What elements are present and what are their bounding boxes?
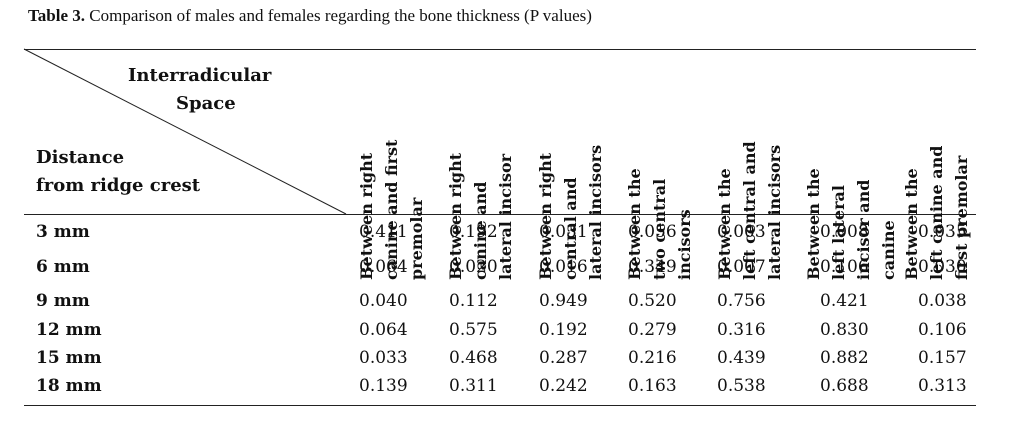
- table-cell: 0.007: [717, 257, 766, 277]
- table-cell: 0.056: [628, 222, 677, 242]
- table-cell: 0.468: [449, 348, 498, 368]
- corner-bottom-line2: from ridge crest: [36, 175, 201, 196]
- corner-bottom-line1: Distance: [36, 147, 125, 168]
- caption-label: Table 3.: [28, 6, 86, 25]
- table-cell: 0.411: [359, 222, 408, 242]
- table-cell: 0.279: [628, 320, 677, 340]
- table-cell: 0.038: [918, 291, 967, 311]
- table-cell: 0.112: [449, 291, 498, 311]
- table-cell: 0.287: [539, 348, 588, 368]
- column-header-2: Between right canine and lateral incisor: [443, 62, 529, 280]
- table-cell: 0.575: [449, 320, 498, 340]
- table-cell: 0.242: [539, 376, 588, 396]
- row-label: 3 mm: [36, 222, 90, 242]
- table-cell: 0.033: [359, 348, 408, 368]
- table-row: 15 mm 0.033 0.468 0.287 0.216 0.439 0.882 0.157: [0, 348, 1000, 376]
- table-cell: 0.064: [359, 257, 408, 277]
- row-label: 18 mm: [36, 376, 102, 396]
- table-cell: 0.882: [820, 348, 869, 368]
- table-cell: 0.008: [820, 222, 869, 242]
- table-row: 9 mm 0.040 0.112 0.949 0.520 0.756 0.421 0.038: [0, 291, 1000, 319]
- table-cell: 0.035: [918, 222, 967, 242]
- column-header-3: Between right central and lateral incisors: [533, 62, 619, 280]
- table-cell: 0.421: [820, 291, 869, 311]
- row-label: 6 mm: [36, 257, 90, 277]
- table-cell: 0.520: [628, 291, 677, 311]
- column-header-5: Between the left central and lateral incis…: [712, 62, 798, 280]
- caption-text: Comparison of males and females regardin…: [89, 6, 592, 25]
- table-cell: 0.163: [628, 376, 677, 396]
- column-header-4: Between the two central incisors: [622, 62, 708, 280]
- table-cell: 0.192: [449, 222, 498, 242]
- table-cell: 0.313: [918, 376, 967, 396]
- table-cell: 0.064: [359, 320, 408, 340]
- corner-top-line2: Space: [176, 93, 236, 114]
- table-caption: Table 3. Comparison of males and females…: [28, 6, 592, 26]
- corner-top-line1: Interradicular: [128, 65, 272, 86]
- row-label: 12 mm: [36, 320, 102, 340]
- table-cell: 0.311: [449, 376, 498, 396]
- table-cell: 0.139: [359, 376, 408, 396]
- table-cell: 0.192: [539, 320, 588, 340]
- table-cell: 0.316: [717, 320, 766, 340]
- table-cell: 0.439: [717, 348, 766, 368]
- table-cell: 0.830: [820, 320, 869, 340]
- column-header-1: Between right canine and first premolar: [354, 62, 440, 280]
- table-cell: 0.216: [628, 348, 677, 368]
- table-cell: 0.020: [449, 257, 498, 277]
- table-cell: 0.003: [717, 222, 766, 242]
- table-cell: 0.016: [539, 257, 588, 277]
- column-header-6: Between the left lateral incisor and canine: [801, 62, 898, 280]
- table-cell: 0.040: [359, 291, 408, 311]
- bottom-rule: [24, 405, 976, 406]
- table-row: 12 mm 0.064 0.575 0.192 0.279 0.316 0.830 0.106: [0, 320, 1000, 348]
- header-rule: [24, 214, 976, 215]
- table-cell: 0.538: [717, 376, 766, 396]
- top-rule: [24, 49, 976, 50]
- column-header-7: Between the left canine and first premolar: [899, 62, 985, 281]
- table-row: 6 mm 0.064 0.020 0.016 0.349 0.007 0.106 0.030: [0, 257, 1000, 285]
- row-label: 9 mm: [36, 291, 90, 311]
- table-row: 18 mm 0.139 0.311 0.242 0.163 0.538 0.688 0.313: [0, 376, 1000, 404]
- table-cell: 0.031: [539, 222, 588, 242]
- table-row: 3 mm 0.411 0.192 0.031 0.056 0.003 0.008 0.035: [0, 222, 1000, 250]
- table-cell: 0.157: [918, 348, 967, 368]
- table-cell: 0.349: [628, 257, 677, 277]
- row-label: 15 mm: [36, 348, 102, 368]
- table-cell: 0.106: [918, 320, 967, 340]
- table-cell: 0.688: [820, 376, 869, 396]
- table-cell: 0.030: [918, 257, 967, 277]
- table-cell: 0.756: [717, 291, 766, 311]
- table-cell: 0.106: [820, 257, 869, 277]
- table-cell: 0.949: [539, 291, 588, 311]
